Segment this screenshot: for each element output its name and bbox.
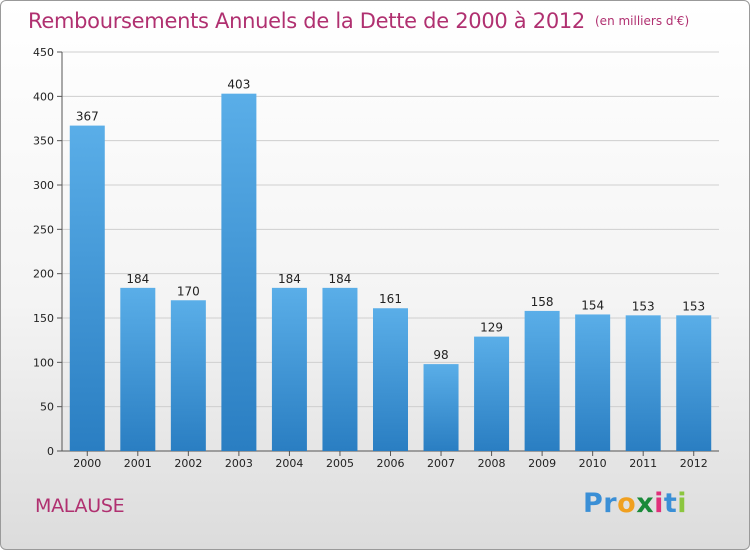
x-tick-label: 2003 — [225, 457, 253, 470]
data-label: 153 — [632, 299, 655, 313]
data-label: 367 — [76, 110, 99, 124]
bar — [69, 125, 105, 452]
bar — [373, 308, 408, 451]
x-tick-label: 2011 — [629, 457, 657, 470]
logo-letter: i — [654, 488, 664, 519]
logo-letter: P — [583, 488, 604, 519]
bar — [322, 287, 358, 451]
data-label: 161 — [379, 292, 402, 306]
bar — [423, 364, 459, 451]
y-tick-label: 250 — [33, 223, 54, 236]
x-tick-label: 2010 — [579, 457, 607, 470]
logo-letter: r — [603, 488, 618, 519]
logo-letter: i — [677, 488, 688, 519]
bar — [524, 310, 560, 451]
x-tick-label: 2009 — [528, 457, 556, 470]
x-tick-label: 2002 — [174, 457, 202, 470]
bar — [120, 287, 156, 451]
commune-name: MALAUSE — [35, 495, 125, 517]
x-tick-label: 2007 — [427, 457, 455, 470]
chart-unit: (en milliers d'€) — [595, 14, 690, 28]
data-label: 184 — [329, 272, 352, 286]
x-tick-label: 2005 — [326, 457, 354, 470]
bar — [170, 300, 206, 451]
data-label: 170 — [177, 284, 200, 298]
data-label: 153 — [682, 299, 705, 313]
x-tick-label: 2008 — [478, 457, 506, 470]
title-block: Remboursements Annuels de la Dette de 20… — [28, 9, 689, 33]
logo-letter: t — [663, 488, 678, 519]
y-tick-label: 50 — [40, 401, 54, 414]
data-label: 403 — [227, 78, 250, 92]
bar — [474, 336, 510, 451]
y-tick-label: 350 — [33, 135, 54, 148]
proxiti-logo: Proxiti — [583, 488, 687, 519]
y-tick-label: 200 — [33, 268, 54, 281]
x-tick-label: 2012 — [680, 457, 708, 470]
bar — [575, 314, 611, 451]
chart-title: Remboursements Annuels de la Dette de 20… — [28, 9, 585, 33]
x-tick-label: 2004 — [275, 457, 303, 470]
y-tick-label: 400 — [33, 90, 54, 103]
logo-letter: o — [617, 488, 637, 519]
bar — [271, 287, 307, 451]
y-tick-label: 150 — [33, 312, 54, 325]
y-tick-label: 300 — [33, 179, 54, 192]
data-label: 129 — [480, 321, 503, 335]
data-label: 158 — [531, 295, 554, 309]
y-tick-label: 0 — [47, 445, 54, 458]
data-label: 98 — [433, 348, 448, 362]
x-tick-label: 2000 — [73, 457, 101, 470]
y-tick-label: 450 — [33, 46, 54, 59]
x-tick-label: 2001 — [124, 457, 152, 470]
x-tick-label: 2006 — [377, 457, 405, 470]
logo-letter: x — [636, 488, 655, 519]
data-label: 154 — [581, 298, 604, 312]
data-label: 184 — [278, 272, 301, 286]
bar — [221, 93, 257, 451]
bar — [625, 315, 661, 451]
y-tick-label: 100 — [33, 356, 54, 369]
data-label: 184 — [126, 272, 149, 286]
bar — [676, 315, 712, 451]
